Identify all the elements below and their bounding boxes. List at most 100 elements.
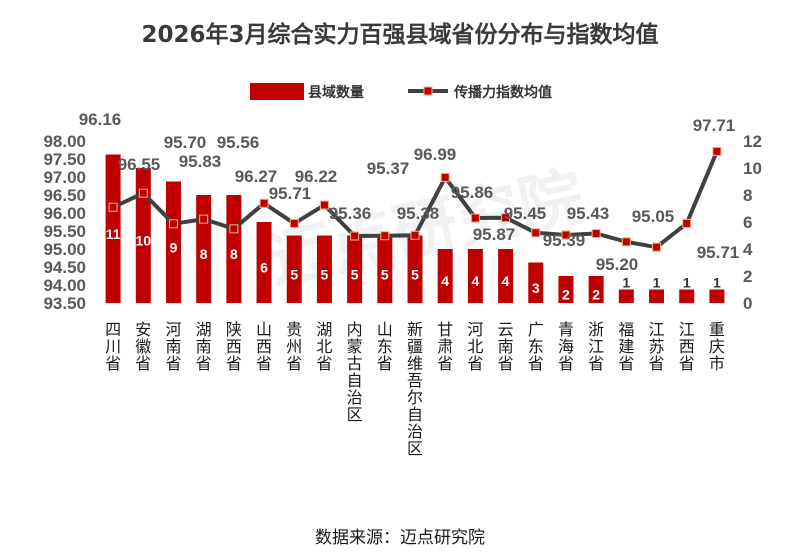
left-tick-label: 95.00 [43,240,86,259]
category-label: 浙江省 [588,320,604,373]
category-label: 江苏省 [649,320,665,373]
line-value-label: 95.38 [397,204,440,223]
line-value-label: 95.20 [596,255,639,274]
bar-value-label: 9 [170,239,178,255]
category-label: 湖北省 [316,320,332,373]
right-tick-label: 10 [743,159,762,178]
bar [286,235,302,303]
line-value-label: 95.86 [451,183,494,202]
left-tick-label: 94.50 [43,258,86,277]
category-label: 河南省 [165,320,181,373]
line-value-label: 96.99 [414,145,457,164]
bar-value-label: 3 [532,280,540,296]
legend-bar-swatch [250,83,304,100]
bar-value-label: 5 [351,266,359,282]
bar-value-label: 2 [592,287,600,303]
line-marker [289,218,299,228]
line-marker [168,219,178,229]
line-value-label: 95.43 [567,204,610,223]
line-marker [319,200,329,210]
line-value-label: 96.16 [79,110,122,129]
line-marker [591,229,601,239]
line-value-label: 95.83 [179,152,222,171]
bar-value-label: 1 [713,275,721,291]
bar [135,168,151,303]
line-value-label: 95.71 [269,184,312,203]
bar-value-label: 4 [502,273,510,289]
category-label: 河北省 [467,320,483,373]
bar-series [105,154,725,303]
left-tick-label: 94.00 [43,276,86,295]
bar-value-label: 10 [135,233,151,249]
line-marker [682,218,692,228]
left-tick-label: 97.00 [43,168,86,187]
category-label: 内蒙古自治区 [347,320,363,424]
bar-value-label: 5 [321,266,329,282]
bar-value-label: 2 [562,287,570,303]
bar-value-label: 4 [441,273,449,289]
line-marker [410,230,420,240]
bar [528,262,544,303]
bar [256,222,272,303]
category-label: 新疆维吾尔自治区 [407,320,423,458]
line-marker [531,228,541,238]
line-value-label: 97.71 [693,116,736,135]
right-tick-label: 8 [743,186,752,205]
category-label: 陕西省 [226,320,242,373]
bar [316,235,332,303]
legend-bar-label: 县域数量 [308,84,364,101]
bar-value-label: 5 [381,266,389,282]
line-marker [199,214,209,224]
bar-value-label: 8 [200,246,208,262]
bar [588,276,604,303]
source-text: 数据来源：迈点研究院 [315,528,485,548]
bar-value-label: 5 [411,266,419,282]
legend: 县域数量 传播力指数均值 [250,83,552,101]
category-label: 山东省 [377,320,393,373]
line-marker [440,172,450,182]
bar [498,249,514,303]
bar [618,289,634,303]
line-marker [470,213,480,223]
line-marker [652,242,662,252]
line-marker [380,231,390,241]
line-value-label: 96.55 [118,155,161,174]
legend-line-marker [423,86,433,96]
left-tick-label: 96.00 [43,204,86,223]
line-value-label: 95.37 [367,159,410,178]
bar-value-label: 4 [471,273,479,289]
category-axis: 四川省安徽省河南省湖南省陕西省山西省贵州省湖北省内蒙古自治区山东省新疆维吾尔自治… [105,320,725,458]
category-label: 贵州省 [286,320,302,373]
bar-value-label: 6 [260,260,268,276]
category-label: 湖南省 [196,320,212,373]
bar [226,195,242,303]
line-marker [108,202,118,212]
right-tick-label: 0 [743,294,752,313]
legend-line-label: 传播力指数均值 [453,84,552,101]
bar-value-label: 1 [653,275,661,291]
bar-labels: 11 10 9 8 86 5 5 5 5 5 4 4 4 3 2 21 1 1 1 [106,226,721,303]
category-label: 山西省 [256,320,272,373]
bar [407,235,423,303]
category-label: 云南省 [498,320,514,373]
bar-value-label: 1 [622,275,630,291]
bar [165,181,181,303]
category-label: 重庆市 [709,320,725,373]
category-label: 广东省 [528,320,544,373]
bar-value-label: 11 [106,226,121,242]
line-value-label: 95.36 [329,204,372,223]
right-tick-label: 2 [743,267,752,286]
right-tick-label: 12 [743,132,762,151]
left-tick-label: 95.50 [43,222,86,241]
line-labels: 96.1696.5595.7095.8395.5696.2795.7196.22… [79,110,740,274]
line-value-label: 95.05 [632,207,675,226]
line-value-label: 96.27 [235,167,278,186]
line-marker [561,230,571,240]
line-series [108,146,722,252]
bar [709,289,725,303]
right-tick-label: 6 [743,213,752,232]
category-label: 甘肃省 [437,320,453,373]
bar [437,249,453,303]
